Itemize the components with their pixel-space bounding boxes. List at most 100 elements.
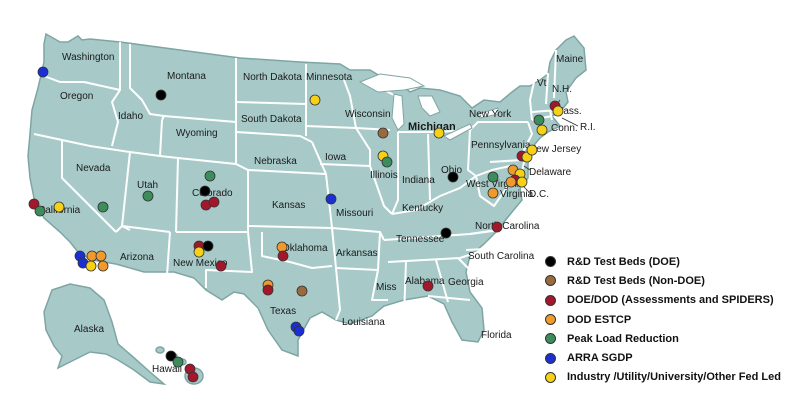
marker-arra	[325, 193, 337, 205]
legend-item-rd-nondoe: R&D Test Beds (Non-DOE)	[545, 271, 785, 290]
state-label-washington: Washington	[62, 52, 114, 63]
marker-peak	[487, 171, 499, 183]
legend-label: DOD ESTCP	[567, 313, 632, 326]
legend-dot	[545, 371, 556, 383]
marker-dod-estcp	[86, 250, 98, 262]
state-label-pennsylvania: Pennsylvania	[471, 140, 531, 151]
lake-ontario	[477, 107, 499, 119]
state-label-nh: N.H.	[552, 84, 572, 95]
state-label-west-virginia: West Virginia	[466, 179, 525, 190]
marker-rd-nondoe	[296, 285, 308, 297]
state-label-oregon: Oregon	[60, 91, 93, 102]
legend-item-rd-doe: R&D Test Beds (DOE)	[545, 252, 785, 271]
state-label-conn: Conn.	[551, 123, 578, 134]
state-label-kansas: Kansas	[272, 200, 305, 211]
legend-dot	[545, 275, 556, 287]
marker-peak	[142, 190, 154, 202]
legend-item-arra: ARRA SGDP	[545, 348, 785, 367]
state-label-hawaii: Hawaii	[152, 364, 182, 375]
marker-industry	[536, 124, 548, 136]
marker-rd-doe	[155, 89, 167, 101]
marker-dod-estcp	[95, 250, 107, 262]
state-label-miss: Miss	[376, 282, 397, 293]
marker-rd-doe	[447, 171, 459, 183]
marker-peak	[172, 356, 184, 368]
state-label-ri: R.I.	[580, 122, 596, 133]
leader-line-ri	[561, 117, 579, 127]
marker-doe-dod	[215, 260, 227, 272]
state-label-illinois: Illinois	[370, 170, 398, 181]
state-label-oklahoma: Oklahoma	[282, 243, 328, 254]
state-label-wisconsin: Wisconsin	[345, 109, 391, 120]
marker-peak	[97, 201, 109, 213]
marker-doe-dod	[422, 280, 434, 292]
legend-label: Industry /Utility/University/Other Fed L…	[567, 371, 781, 384]
legend-item-industry: Industry /Utility/University/Other Fed L…	[545, 368, 785, 387]
alaska-shape	[43, 283, 167, 386]
state-label-vt: Vt	[537, 78, 547, 89]
state-label-indiana: Indiana	[402, 175, 435, 186]
state-label-south-carolina: South Carolina	[468, 251, 535, 262]
legend-dot	[545, 314, 556, 326]
state-label-nebraska: Nebraska	[254, 156, 297, 167]
marker-doe-dod	[187, 371, 199, 383]
marker-rd-doe	[202, 240, 214, 252]
lake-superior	[358, 73, 426, 93]
state-label-georgia: Georgia	[448, 277, 484, 288]
state-label-alaska: Alaska	[74, 324, 104, 335]
marker-industry	[309, 94, 321, 106]
state-label-delaware: Delaware	[529, 167, 572, 178]
marker-industry	[85, 260, 97, 272]
legend-label: DOE/DOD (Assessments and SPIDERS)	[567, 294, 774, 307]
legend-dot	[545, 352, 556, 364]
marker-industry	[516, 176, 528, 188]
legend-label: ARRA SGDP	[567, 352, 633, 365]
legend-label: R&D Test Beds (DOE)	[567, 255, 680, 268]
state-label-texas: Texas	[270, 306, 296, 317]
legend: R&D Test Beds (DOE) R&D Test Beds (Non-D…	[545, 252, 785, 387]
marker-doe-dod	[277, 250, 289, 262]
legend-label: Peak Load Reduction	[567, 332, 679, 345]
marker-arra	[293, 325, 305, 337]
state-label-maine: Maine	[556, 54, 584, 65]
legend-item-dod-estcp: DOD ESTCP	[545, 310, 785, 329]
state-label-louisiana: Louisiana	[342, 317, 385, 328]
state-borders	[33, 42, 559, 321]
marker-dod-estcp	[487, 187, 499, 199]
marker-rd-doe	[165, 350, 177, 362]
marker-arra	[37, 66, 49, 78]
state-label-nevada: Nevada	[76, 163, 111, 174]
marker-doe-dod	[491, 221, 503, 233]
state-label-north-carolina: North Carolina	[475, 221, 540, 232]
marker-doe-dod	[28, 198, 40, 210]
state-label-north-dakota: North Dakota	[243, 72, 302, 83]
marker-peak	[204, 170, 216, 182]
leader-line-delaware	[523, 165, 531, 171]
marker-industry	[53, 201, 65, 213]
marker-dod-estcp	[505, 176, 517, 188]
state-label-arkansas: Arkansas	[336, 248, 378, 259]
lake-erie	[442, 123, 473, 141]
legend-dot	[545, 256, 556, 268]
marker-industry	[433, 127, 445, 139]
state-label-virginia: Virginia	[500, 189, 534, 200]
marker-industry	[526, 144, 538, 156]
lake-michigan	[391, 93, 405, 131]
marker-peak	[533, 114, 545, 126]
state-label-colorado: Colorado	[192, 188, 233, 199]
contiguous-us-shape	[27, 32, 587, 358]
marker-dod-estcp	[276, 241, 288, 253]
state-label-missouri: Missouri	[336, 208, 373, 219]
state-label-utah: Utah	[137, 180, 158, 191]
marker-doe-dod	[262, 284, 274, 296]
state-label-idaho: Idaho	[118, 111, 143, 122]
state-label-minnesota: Minnesota	[306, 72, 353, 83]
state-label-alabama: Alabama	[405, 276, 445, 287]
state-label-arizona: Arizona	[120, 252, 154, 263]
state-label-new-york: New York	[469, 109, 512, 120]
legend-item-peak-load: Peak Load Reduction	[545, 329, 785, 348]
state-label-new-mexico: New Mexico	[173, 258, 228, 269]
lake-huron	[417, 95, 441, 117]
state-label-michigan: Michigan	[408, 121, 456, 133]
